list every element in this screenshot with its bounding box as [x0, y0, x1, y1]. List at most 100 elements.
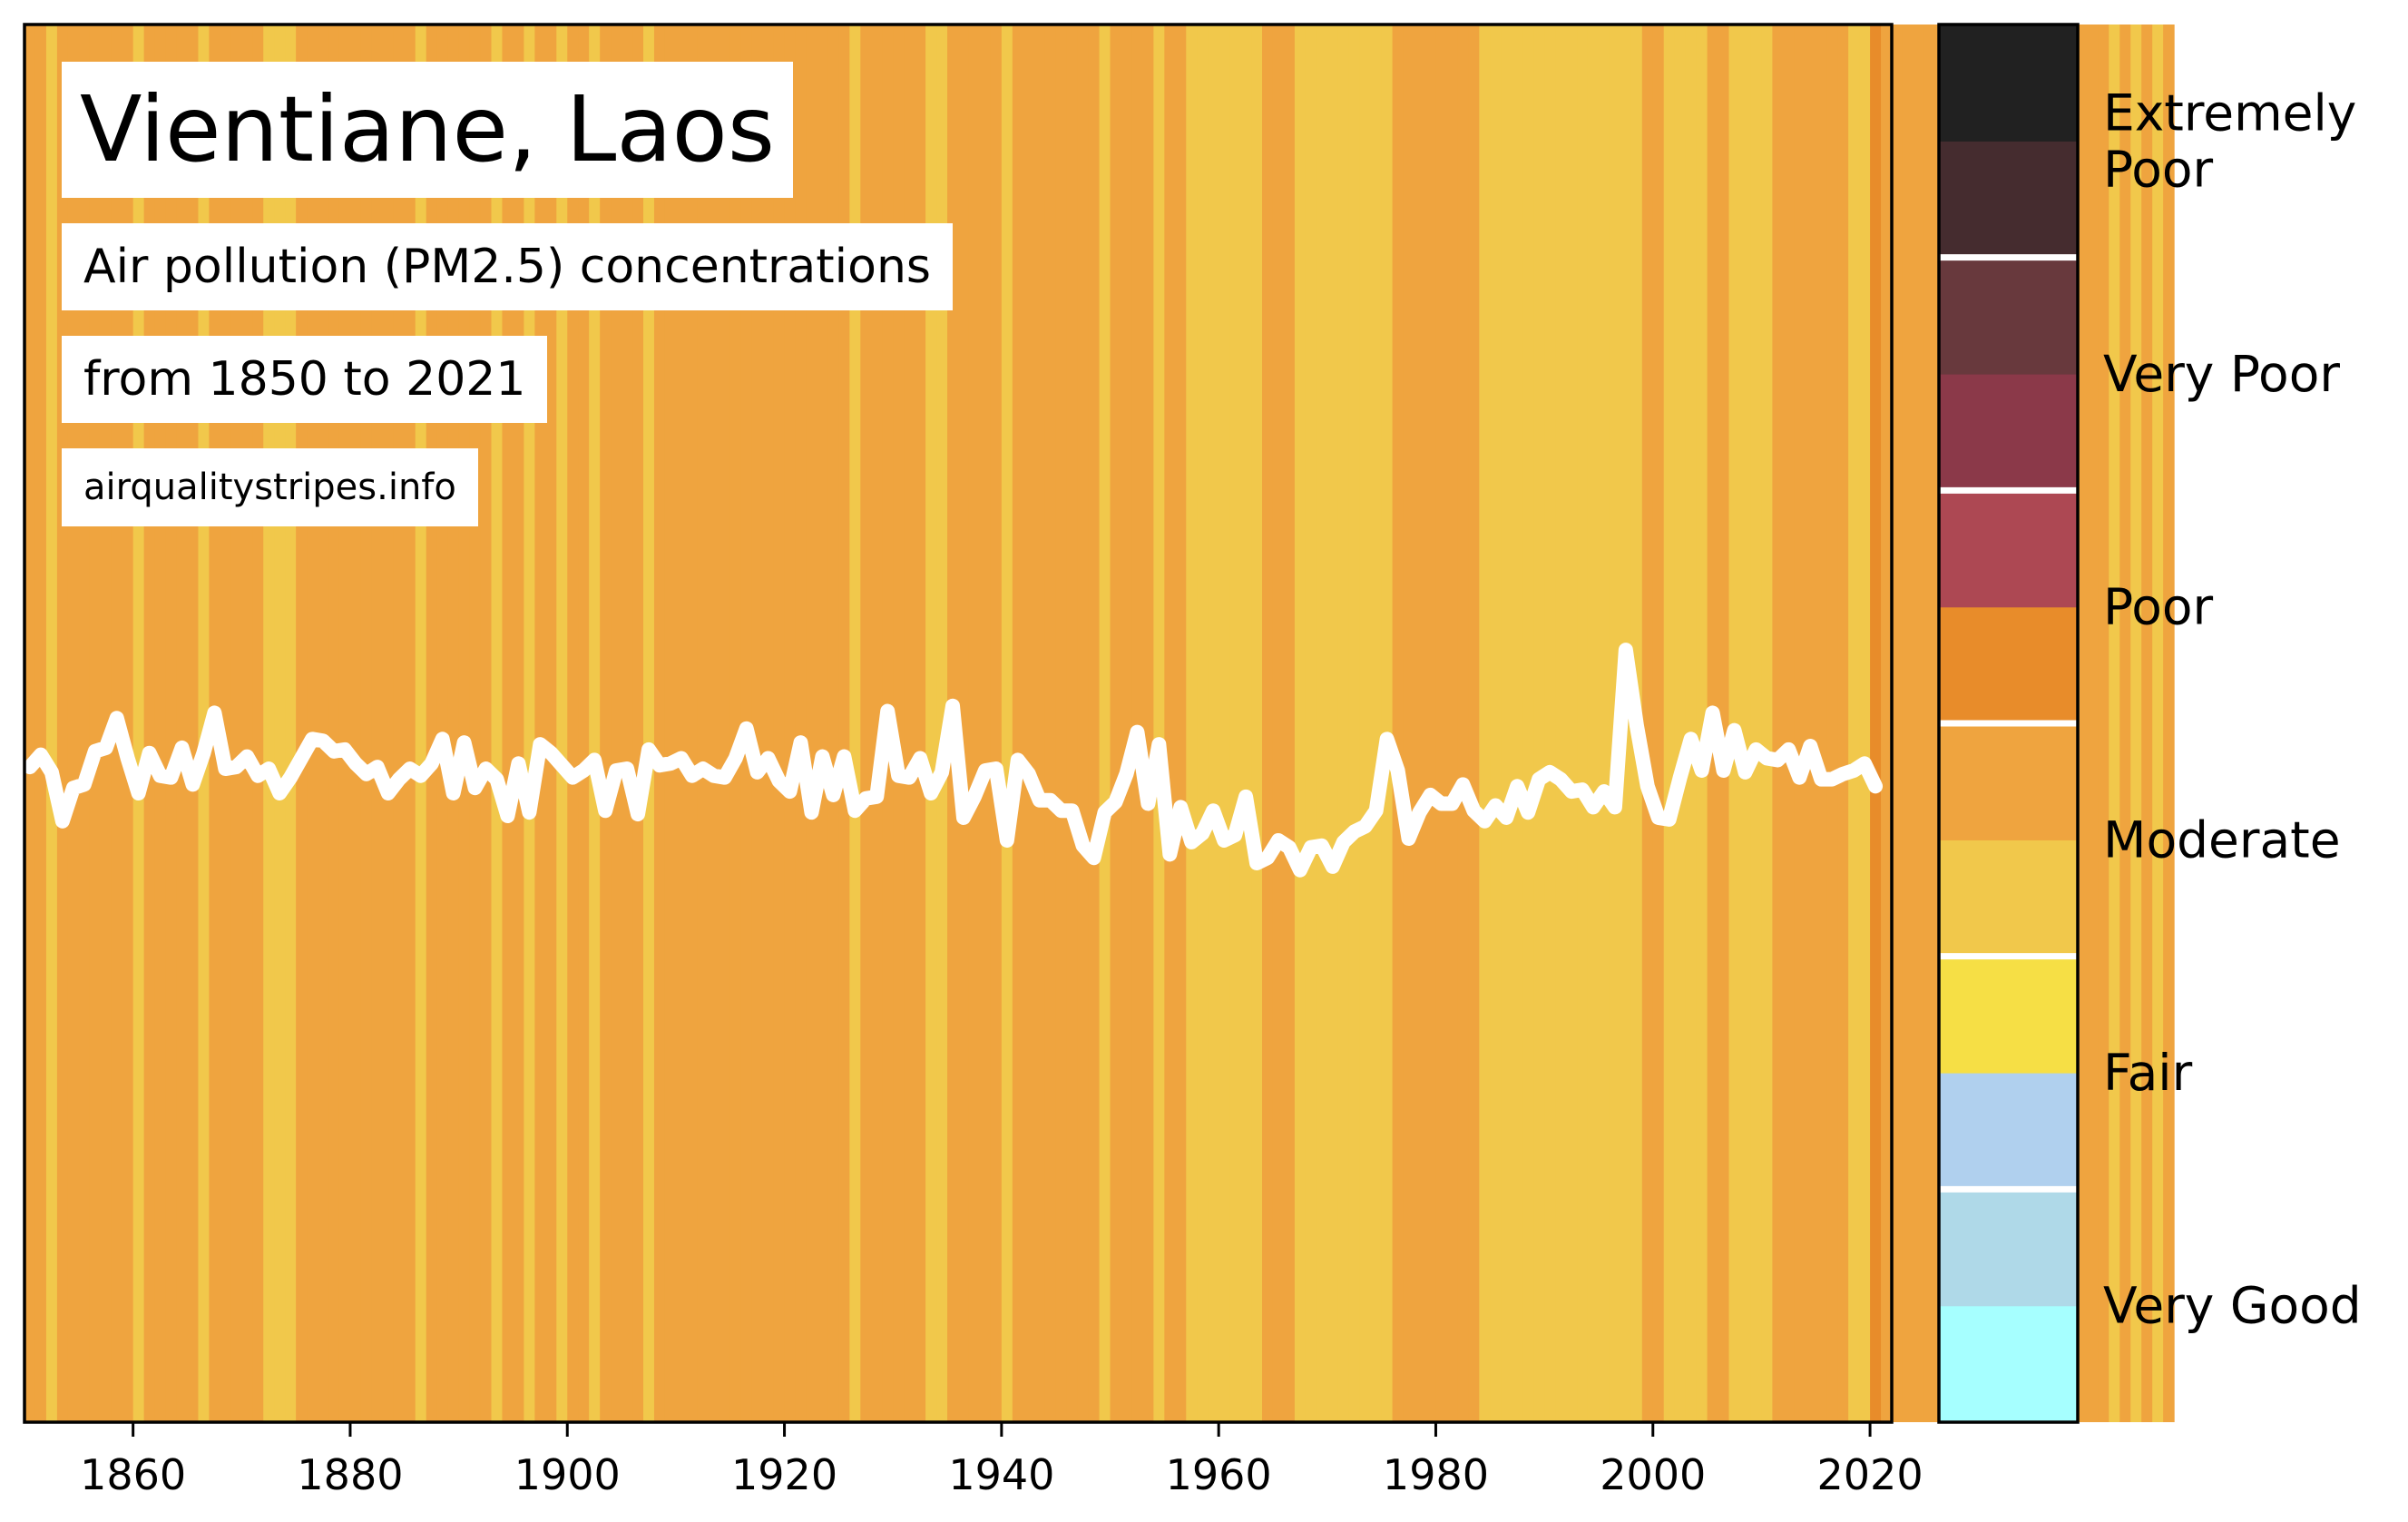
- stripe-2044: [2130, 25, 2142, 1422]
- stripe-1982: [1457, 25, 1469, 1422]
- x-tick-label: 1940: [948, 1450, 1054, 1499]
- stripe-1964: [1262, 25, 1274, 1422]
- stripe-1930: [893, 25, 905, 1422]
- stripe-1942: [1023, 25, 1035, 1422]
- x-tick-label: 2000: [1600, 1450, 1706, 1499]
- stripe-2045: [2141, 25, 2153, 1422]
- x-tick-label: 1960: [1166, 1450, 1272, 1499]
- stripe-2006: [1718, 25, 1730, 1422]
- stripe-1981: [1446, 25, 1458, 1422]
- stripe-1898: [545, 25, 557, 1422]
- stripe-1902: [589, 25, 601, 1422]
- stripe-2000: [1652, 25, 1665, 1422]
- colorbar-labels: Very Good Fair Moderate Poor Very Poor Extrem…: [2103, 83, 2362, 1334]
- stripe-2004: [1696, 25, 1708, 1422]
- stripe-1900: [567, 25, 579, 1422]
- stripe-1951: [1121, 25, 1133, 1422]
- stripe-1956: [1175, 25, 1187, 1422]
- stripe-2014: [1805, 25, 1816, 1422]
- colorbar-label: Very Good: [2103, 1277, 2362, 1335]
- stripe-1977: [1403, 25, 1415, 1422]
- stripe-2011: [1772, 25, 1784, 1422]
- colorbar-label: Fair: [2103, 1044, 2193, 1102]
- stripe-1957: [1186, 25, 1198, 1422]
- stripe-1913: [708, 25, 720, 1422]
- stripe-2001: [1663, 25, 1676, 1422]
- stripe-1932: [915, 25, 926, 1422]
- plot-frame: [23, 23, 1894, 1424]
- stripe-2041: [2098, 25, 2109, 1422]
- stripe-1850: [24, 25, 36, 1422]
- stripe-2017: [1837, 25, 1849, 1422]
- x-axis: 1860 1880 1900 1920 1940 1960 1980 2000 2020: [80, 1422, 1923, 1499]
- stripe-1971: [1337, 25, 1350, 1422]
- stripe-1948: [1088, 25, 1101, 1422]
- stripe-1988: [1522, 25, 1534, 1422]
- stripe-1968: [1305, 25, 1317, 1422]
- stripe-2047: [2163, 25, 2175, 1422]
- stripe-2021: [1881, 25, 1893, 1422]
- stripe-1915: [729, 25, 742, 1422]
- stripe-1943: [1033, 25, 1046, 1422]
- stripe-1959: [1208, 25, 1219, 1422]
- stripe-1933: [925, 25, 937, 1422]
- stripe-1995: [1598, 25, 1610, 1422]
- stripe-1918: [762, 25, 775, 1422]
- stripe-1972: [1348, 25, 1361, 1422]
- stripe-1963: [1251, 25, 1263, 1422]
- chart-title: Vientiane, Laos: [62, 62, 793, 198]
- colorbar-label: Very Poor: [2103, 345, 2340, 403]
- stripe-1953: [1142, 25, 1154, 1422]
- stripe-1938: [979, 25, 992, 1422]
- stripe-2010: [1761, 25, 1773, 1422]
- x-tick-label: 1900: [514, 1450, 621, 1499]
- stripe-1979: [1424, 25, 1437, 1422]
- stripe-1910: [675, 25, 688, 1422]
- stripe-1936: [958, 25, 970, 1422]
- stripe-1926: [849, 25, 861, 1422]
- stripe-1975: [1381, 25, 1394, 1422]
- stripe-2046: [2152, 25, 2164, 1422]
- stripe-2025: [1923, 25, 1936, 1422]
- stripe-1852: [45, 25, 58, 1422]
- colorbar: [1939, 25, 2078, 1423]
- stripe-2008: [1739, 25, 1752, 1422]
- stripe-1954: [1153, 25, 1165, 1422]
- colorbar-segment: [1939, 1073, 2078, 1190]
- stripe-1947: [1077, 25, 1090, 1422]
- stripe-1966: [1283, 25, 1296, 1422]
- stripe-1909: [664, 25, 677, 1422]
- colorbar-segment: [1939, 374, 2078, 491]
- colorbar-frame: [1937, 23, 2080, 1424]
- stripe-1939: [990, 25, 1003, 1422]
- stripe-1992: [1566, 25, 1578, 1422]
- stripe-1940: [1001, 25, 1013, 1422]
- stripe-1974: [1370, 25, 1383, 1422]
- stripe-1927: [860, 25, 872, 1422]
- stripe-1908: [653, 25, 666, 1422]
- colorbar-segment: [1939, 490, 2078, 608]
- colorbar-label: Moderate: [2103, 810, 2341, 869]
- stripe-2043: [2119, 25, 2131, 1422]
- stripe-2013: [1794, 25, 1806, 1422]
- stripe-1903: [600, 25, 612, 1422]
- colorbar-segment: [1939, 25, 2078, 142]
- stripe-1945: [1055, 25, 1068, 1422]
- stripe-1984: [1479, 25, 1491, 1422]
- pm25-trend-line: [22, 643, 1884, 878]
- x-tick-label: 1860: [80, 1450, 186, 1499]
- stripe-1923: [817, 25, 829, 1422]
- stripe-1994: [1587, 25, 1600, 1422]
- colorbar-segment: [1939, 723, 2078, 840]
- x-tick-label: 1880: [297, 1450, 403, 1499]
- stripe-2015: [1816, 25, 1827, 1422]
- stripe-1899: [556, 25, 568, 1422]
- colorbar-segment: [1939, 956, 2078, 1074]
- stripe-1920: [784, 25, 797, 1422]
- stripe-2040: [2087, 25, 2099, 1422]
- chart-subtitle: Air pollution (PM2.5) concentrations: [62, 223, 953, 310]
- stripe-2020: [1870, 25, 1882, 1422]
- stripe-1960: [1219, 25, 1230, 1422]
- stripe-1905: [622, 25, 633, 1422]
